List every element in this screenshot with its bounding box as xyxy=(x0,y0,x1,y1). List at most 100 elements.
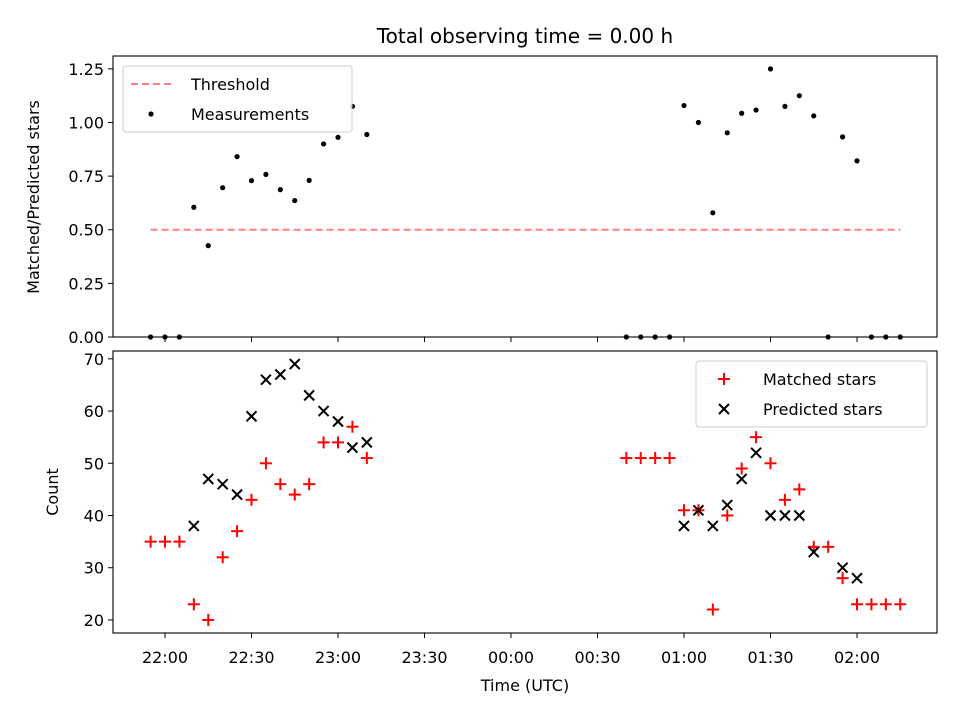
matched-star-point xyxy=(202,613,215,626)
legend-matched-swatch xyxy=(718,373,730,385)
bottom-y-tick-label: 70 xyxy=(84,350,104,369)
matched-star-point xyxy=(303,478,316,491)
top-y-tick-label: 1.25 xyxy=(68,60,104,79)
matched-star-point xyxy=(317,436,330,449)
predicted-star-point xyxy=(303,389,315,402)
matched-star-point xyxy=(346,420,359,433)
matched-star-point xyxy=(231,525,244,538)
matched-star-point xyxy=(649,452,662,465)
matched-star-point xyxy=(793,483,806,496)
predicted-star-point xyxy=(202,473,214,485)
measurement-point xyxy=(753,107,759,113)
measurement-point xyxy=(191,204,197,210)
matched-star-point xyxy=(822,540,835,553)
x-tick-label: 22:30 xyxy=(228,648,274,667)
matched-star-point xyxy=(620,452,633,465)
matched-star-point xyxy=(216,551,229,564)
chart-title: Total observing time = 0.00 h xyxy=(376,24,673,48)
matched-star-point xyxy=(865,598,878,611)
bottom-y-tick-label: 40 xyxy=(84,507,104,526)
matched-star-point xyxy=(735,462,748,475)
bottom-axes-frame xyxy=(112,350,938,634)
x-tick-label: 23:00 xyxy=(315,648,361,667)
predicted-star-point xyxy=(274,368,287,381)
matched-star-point xyxy=(706,603,719,616)
matched-star-point xyxy=(851,598,863,611)
measurement-point xyxy=(263,171,269,178)
measurement-point xyxy=(277,187,283,193)
bottom-y-tick-label: 60 xyxy=(84,402,104,421)
top-y-tick-label: 1.00 xyxy=(68,113,104,132)
predicted-star-point xyxy=(692,504,705,516)
x-tick-label: 23:30 xyxy=(401,648,447,667)
matched-star-point xyxy=(663,452,676,465)
matched-star-point xyxy=(245,493,258,506)
matched-star-point xyxy=(288,488,301,501)
predicted-star-point xyxy=(735,473,748,485)
measurement-point xyxy=(234,154,240,160)
measurement-point xyxy=(782,103,788,110)
bottom-legend: Matched stars Predicted stars xyxy=(695,360,928,428)
legend-predicted-swatch xyxy=(718,403,730,415)
measurement-point xyxy=(220,185,226,191)
x-tick-label: 22:00 xyxy=(142,648,188,667)
predicted-star-point xyxy=(808,546,820,558)
top-y-tick-label: 0.50 xyxy=(68,221,104,240)
predicted-star-point xyxy=(721,499,733,511)
top-y-tick-label: 0.00 xyxy=(68,328,104,347)
measurement-point xyxy=(292,197,298,204)
predicted-star-point xyxy=(836,562,849,574)
legend-threshold-label: Threshold xyxy=(190,75,270,94)
measurement-point xyxy=(205,243,211,249)
matched-star-point xyxy=(187,598,200,611)
top-y-axis-label: Matched/Predicted stars xyxy=(24,100,43,294)
predicted-star-point xyxy=(188,520,200,532)
x-tick-label: 00:30 xyxy=(574,648,620,667)
matched-star-point xyxy=(259,457,272,470)
bottom-y-tick-label: 30 xyxy=(84,559,104,578)
predicted-star-point xyxy=(764,509,777,522)
bottom-y-axis-label: Count xyxy=(43,468,62,516)
legend-measurements-swatch xyxy=(148,111,154,117)
legend-measurements-label: Measurements xyxy=(191,105,309,124)
x-axis-label: Time (UTC) xyxy=(480,676,569,695)
top-axes-frame xyxy=(112,55,938,338)
measurement-point xyxy=(739,110,745,116)
predicted-star-point xyxy=(216,478,229,490)
predicted-star-point xyxy=(851,572,863,584)
matched-star-point xyxy=(274,478,287,491)
legend-predicted-label: Predicted stars xyxy=(763,400,883,419)
top-panel: Matched/Predicted stars 0.00 0.25 0.50 0.75… xyxy=(24,55,938,347)
predicted-star-point xyxy=(231,488,243,501)
matched-star-point xyxy=(721,509,734,522)
legend-matched-label: Matched stars xyxy=(763,370,876,389)
predicted-star-point xyxy=(361,436,373,449)
x-tick-label: 00:00 xyxy=(488,648,534,667)
top-legend: Threshold Measurements xyxy=(122,65,353,133)
predicted-star-point xyxy=(793,509,806,522)
bottom-y-tick-label: 50 xyxy=(84,454,104,473)
matched-star-point xyxy=(894,598,907,611)
measurement-point xyxy=(364,131,370,138)
measurement-point xyxy=(710,210,716,216)
matched-star-point xyxy=(634,452,647,465)
predicted-star-point xyxy=(346,441,359,454)
bottom-y-tick-label: 20 xyxy=(84,611,104,630)
measurement-point xyxy=(767,66,774,72)
matched-star-point xyxy=(836,572,849,585)
predicted-star-point xyxy=(678,520,690,532)
measurement-point xyxy=(248,178,255,184)
bottom-panel: Count Time (UTC) 20 30 40 50 60 70 22:00 22:30… xyxy=(43,350,938,695)
measurement-point xyxy=(306,177,312,184)
measurement-point xyxy=(320,141,327,147)
measurement-point xyxy=(335,134,341,140)
x-tick-label: 01:30 xyxy=(747,648,793,667)
top-y-tick-label: 0.75 xyxy=(68,167,104,186)
measurement-point xyxy=(796,93,802,99)
predicted-star-point xyxy=(779,509,791,522)
matched-star-point xyxy=(144,535,157,548)
matched-star-point xyxy=(678,504,690,517)
matched-star-point xyxy=(750,431,763,444)
matched-star-point xyxy=(879,598,892,611)
top-y-tick-label: 0.25 xyxy=(68,274,104,293)
